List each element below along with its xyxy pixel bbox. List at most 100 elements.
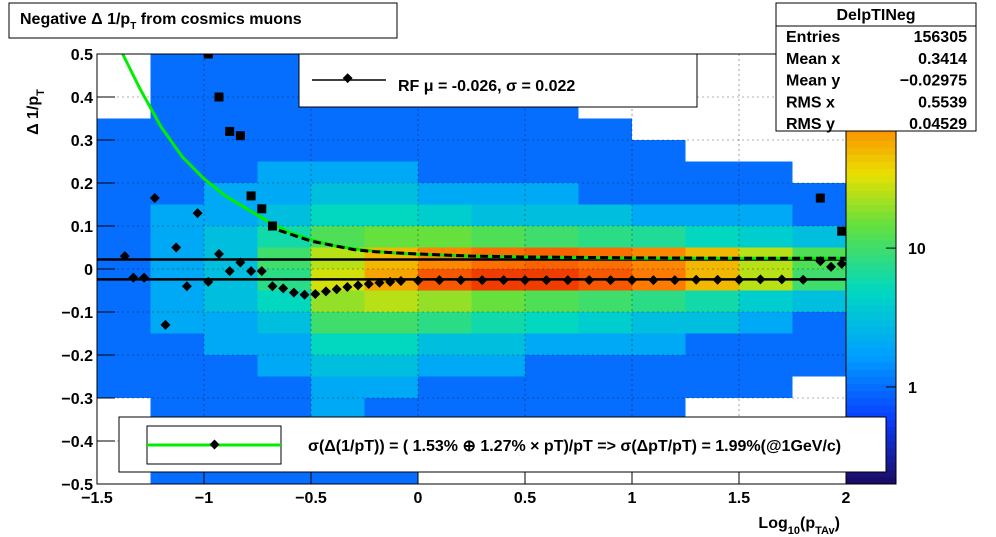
y-tick-label: −0.2 [61,348,93,365]
heatmap-cell [97,161,151,183]
mean-marker [192,208,203,219]
heatmap-cell [97,355,151,377]
mean-marker [235,257,246,268]
sigma-marker [267,221,277,231]
heatmap-cell [632,355,686,377]
palette-band [846,283,896,291]
heatmap-cell [150,290,204,312]
heatmap-cell [578,312,632,334]
palette-band [846,297,896,306]
heatmap-cell [525,290,579,312]
heatmap-cell [97,183,151,205]
heatmap-cell [204,312,258,334]
heatmap-cell [632,312,686,334]
palette-band [846,405,896,413]
mean-marker [798,274,809,285]
heatmap-cell [97,204,151,226]
x-tick-label: −1 [195,490,213,507]
sigma-marker [246,191,256,201]
heatmap-cell [578,118,632,140]
mean-marker [434,275,445,286]
heatmap-cell [578,355,632,377]
heatmap-cell [632,140,686,162]
mean-marker [541,275,552,286]
axes: −1.5 −1 −0.5 0 0.5 1 1.5 2 −0.5 −0.4 −0.3 −0.2 −0.1 0… [61,47,850,507]
label-sub: 10 [788,525,800,537]
palette-band [846,247,896,256]
legend-marker [342,73,353,84]
mean-marker [385,276,396,287]
heatmap-cell [525,118,579,140]
z-tick-label: 10 [908,241,926,258]
palette-band [846,183,896,191]
palette-band [846,240,896,248]
mean-marker [213,248,224,259]
heatmap-cell [685,355,739,377]
mean-marker [477,275,488,286]
palette-band [846,197,896,205]
heatmap-cell [418,226,472,248]
heatmap-cell [364,183,418,205]
heatmap-cell [364,118,418,140]
heatmap-cell [525,355,579,377]
title-part: from cosmics muons [136,11,301,28]
y-tick-label: 0.4 [71,90,93,107]
heatmap-cell [792,204,846,226]
palette-band [846,161,896,170]
stats-frame [775,2,977,132]
sigma-marker [225,126,235,136]
heatmap-cell [739,355,793,377]
palette-band [846,132,896,141]
palette-band [846,312,896,320]
heatmap-cell [685,290,739,312]
mean-marker [288,287,299,298]
heatmap-cell [525,226,579,248]
mean-marker [310,288,321,299]
palette-band [846,261,896,270]
stats-key: RMS y [786,116,835,133]
mean-marker [139,272,150,283]
heatmap-cell [311,312,365,334]
label-sub: T [35,89,47,96]
heatmap-cell [311,183,365,205]
heatmap-cell [632,333,686,355]
palette-band [846,469,896,478]
palette-band [846,476,896,485]
palette-band [846,319,896,327]
heatmap-cell [739,376,793,398]
heatmap-cell [364,398,418,420]
heatmap-cell [204,97,258,119]
heatmap-cell [311,290,365,312]
palette-band [846,376,896,385]
sigma-marker [257,204,267,214]
heatmap-cell [578,398,632,420]
heatmap-cell [311,118,365,140]
y-tick-label: −0.1 [61,305,93,322]
heatmap-cell [311,204,365,226]
sigma-marker [815,193,825,203]
mean-marker [734,274,744,285]
palette-band [846,226,896,234]
heatmap-cell [97,140,151,162]
heatmap-cell [311,333,365,355]
heatmap-cell [257,183,311,205]
stats-box: DelpTINeg Entries 156305 Mean x 0.3414 Mean … [775,2,977,133]
heatmap-cell [471,183,525,205]
mean-marker [498,275,509,286]
x-tick-label: −0.5 [295,490,327,507]
heatmap-cell [364,376,418,398]
heatmap-cell [311,376,365,398]
heatmap-cell [311,161,365,183]
sigma-marker [837,226,846,236]
mean-marker [374,277,385,288]
heatmap-cell [685,376,739,398]
heatmap-cell [525,333,579,355]
heatmap-cell [739,161,793,183]
heatmap-cell [364,226,418,248]
y-tick-label: 0.3 [71,133,93,150]
heatmap-cell [739,290,793,312]
heatmap-cell [578,161,632,183]
heatmap-cell [471,290,525,312]
heatmap-cell [97,118,151,140]
heatmap-cell [257,398,311,420]
